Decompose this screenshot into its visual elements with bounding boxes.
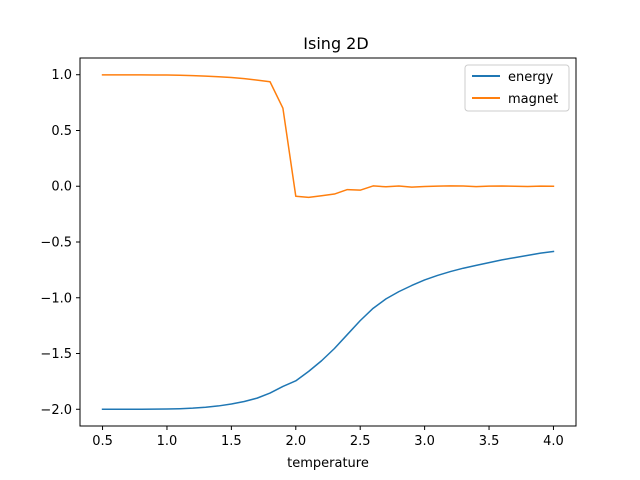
y-tick-label: −2.0 — [40, 403, 72, 418]
x-tick-label: 3.5 — [479, 434, 500, 449]
x-tick-label: 1.5 — [221, 434, 242, 449]
y-tick-label: −1.0 — [40, 291, 72, 306]
legend-label-magnet: magnet — [508, 92, 558, 107]
x-tick-label: 4.0 — [543, 434, 564, 449]
x-tick-label: 2.5 — [350, 434, 371, 449]
series-line-energy — [101, 250, 555, 411]
y-tick-label: 1.0 — [51, 68, 72, 83]
x-axis: 0.5 1.0 1.5 2.0 2.5 3.0 3.5 4.0 — [92, 426, 564, 449]
x-tick-label: 3.0 — [414, 434, 435, 449]
x-tick-label: 0.5 — [92, 434, 113, 449]
y-tick-label: 0.0 — [51, 180, 72, 195]
y-tick-label: −1.5 — [40, 347, 72, 362]
x-tick-label: 2.0 — [285, 434, 306, 449]
x-tick-label: 1.0 — [157, 434, 178, 449]
legend-label-energy: energy — [508, 70, 554, 85]
y-axis: 1.0 0.5 0.0 −0.5 −1.0 −1.5 −2.0 — [40, 68, 80, 418]
series-layer — [101, 74, 555, 411]
y-tick-label: 0.5 — [51, 124, 72, 139]
series-line-magnet — [101, 74, 555, 199]
legend: energy magnet — [464, 64, 570, 112]
x-axis-label: temperature — [287, 456, 369, 471]
chart-title: Ising 2D — [303, 34, 368, 53]
y-tick-label: −0.5 — [40, 236, 72, 251]
